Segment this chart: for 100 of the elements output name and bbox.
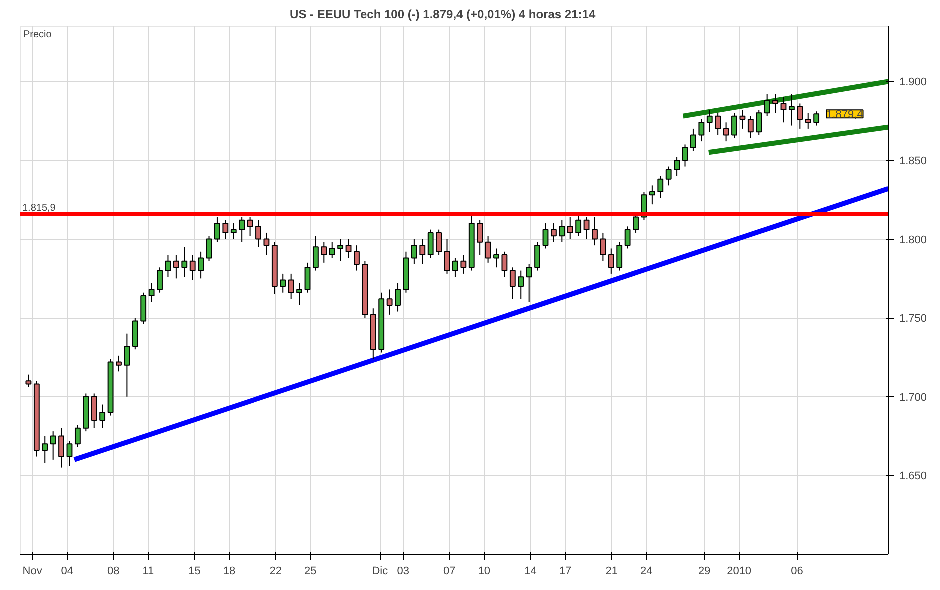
candlestick (715, 112, 722, 136)
candlestick (304, 262, 311, 294)
candlestick (723, 122, 730, 142)
x-tick-label: 22 (270, 566, 282, 578)
candlestick (534, 242, 540, 272)
candlestick (633, 214, 639, 234)
candlestick (206, 236, 212, 262)
candlestick (66, 440, 73, 467)
candlestick (296, 282, 302, 306)
x-tick-label: 06 (791, 566, 804, 578)
candlestick (329, 242, 336, 259)
candlestick (740, 110, 746, 130)
candlestick (230, 223, 237, 240)
candlestick (444, 238, 450, 274)
candlestick (321, 242, 328, 264)
candlestick (780, 96, 787, 124)
x-tick-label: 25 (304, 566, 317, 578)
candlestick (452, 258, 458, 278)
candlestick (649, 185, 656, 206)
candlestick (550, 223, 557, 243)
candlestick (788, 94, 795, 126)
candlestick (542, 223, 549, 250)
x-tick-label: 04 (61, 566, 74, 578)
candlestick (674, 156, 680, 177)
candlestick (100, 404, 106, 429)
y-tick-label: 1.750 (900, 313, 928, 326)
candlestick (666, 166, 672, 186)
candlestick (764, 94, 770, 117)
candlestick (485, 236, 492, 264)
candlestick (682, 144, 688, 168)
candlestick (428, 229, 434, 259)
x-tick-label: 17 (559, 566, 572, 578)
candlestick (436, 229, 442, 256)
x-tick-label: 07 (444, 566, 456, 578)
ref-line-label: 1.815,9 (22, 203, 56, 214)
candlestick (26, 374, 32, 388)
candlestick (567, 216, 574, 240)
x-tick-label: 29 (698, 566, 711, 578)
y-tick-label: 1.900 (900, 76, 928, 89)
candlestick (732, 112, 738, 139)
candlestick (256, 220, 262, 248)
candlestick (190, 254, 196, 281)
candlestick (395, 282, 401, 312)
candlestick (173, 254, 180, 280)
y-axis-title: Precio (24, 30, 52, 40)
x-tick-label: 14 (524, 566, 537, 578)
candlestick (510, 267, 516, 300)
candlestick (346, 238, 352, 259)
candlestick (814, 111, 820, 126)
candlestick (198, 251, 204, 280)
candlestick (460, 254, 467, 274)
y-tick-label: 1.850 (900, 155, 928, 168)
x-tick-label: 10 (478, 566, 491, 578)
y-tick-label: 1.700 (900, 392, 928, 404)
candlestick (124, 333, 130, 398)
candlestick (42, 436, 48, 464)
candlestick (116, 355, 122, 372)
x-tick-label: Nov (22, 566, 43, 578)
candlestick (756, 110, 762, 136)
candlestick (182, 246, 188, 278)
candlestick (312, 236, 319, 272)
candlestick (214, 216, 220, 243)
candlestick (797, 103, 804, 130)
x-tick-label: 15 (188, 566, 201, 578)
candlestick (386, 289, 393, 316)
x-tick-label: 18 (223, 566, 236, 578)
candlestick (264, 232, 270, 256)
candlestick (477, 220, 484, 256)
candlestick (518, 270, 524, 300)
chart-title: US - EEUU Tech 100 (-) 1.879,4 (+0,01%) 4 horas 21:14 (290, 8, 596, 22)
x-tick-label: 08 (108, 566, 120, 578)
candlestick (239, 216, 246, 243)
candlestick (616, 242, 623, 272)
candlestick (502, 251, 508, 278)
y-tick-label: 1.800 (900, 234, 928, 246)
candlestick (50, 431, 56, 460)
candlestick (690, 128, 696, 152)
candlestick (148, 282, 155, 303)
candlestick (354, 245, 360, 272)
candlestick (748, 116, 754, 139)
candlestick (494, 248, 500, 268)
candlestick (526, 264, 532, 303)
candlestick (706, 110, 713, 133)
x-tick-label: 21 (606, 566, 618, 578)
y-tick-label: 1.650 (900, 470, 928, 483)
candlestick (624, 226, 631, 250)
x-tick-label: 2010 (727, 566, 752, 578)
candlestick (608, 248, 614, 274)
candlestick (74, 424, 81, 448)
candlestick (805, 112, 812, 130)
candlestick (58, 428, 64, 468)
candlestick (280, 273, 286, 294)
candlestick (772, 94, 778, 114)
candlestick (576, 214, 582, 237)
candlestick (222, 220, 229, 240)
candlestick (559, 220, 566, 243)
x-tick-label: 03 (397, 566, 410, 578)
candlestick (698, 118, 705, 142)
x-tick-label: 11 (142, 566, 154, 578)
candlestick (338, 238, 344, 262)
